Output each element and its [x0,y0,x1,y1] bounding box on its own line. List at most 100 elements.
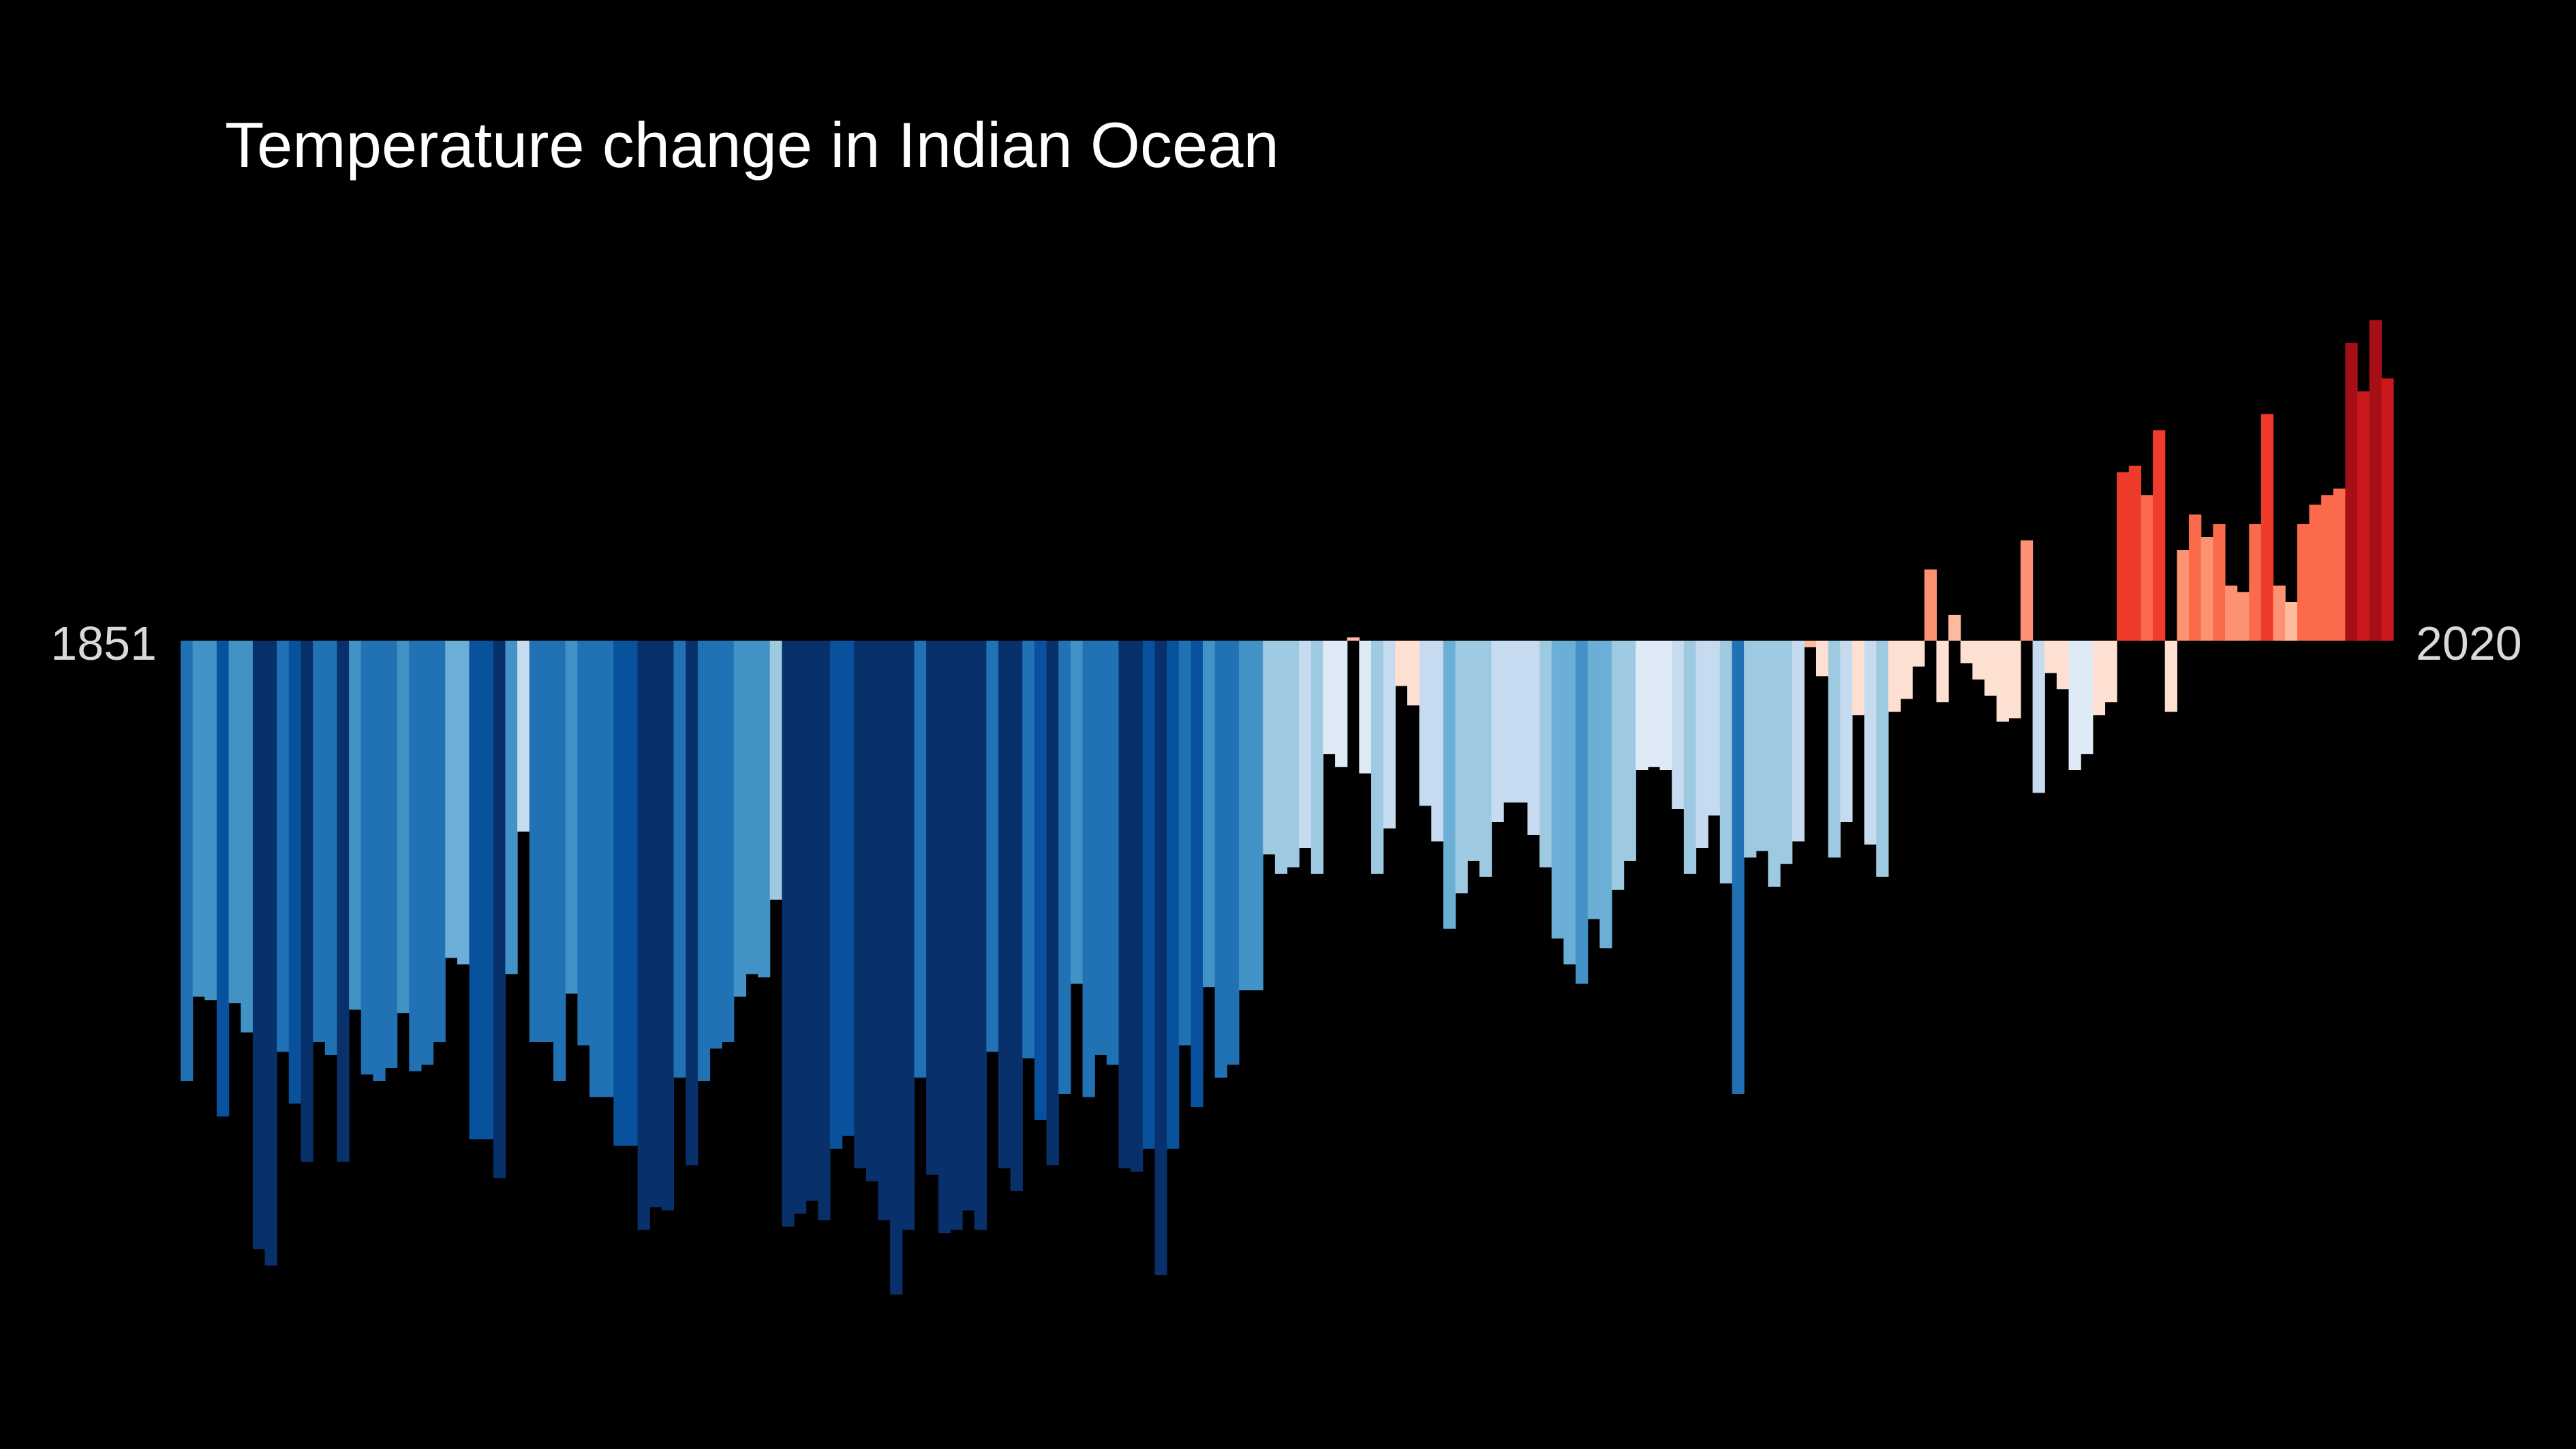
bar-1938 [1227,641,1240,1065]
end-year-label: 2020 [2416,617,2522,670]
bar-1918 [986,641,999,1052]
bar-2032 [2357,391,2370,641]
bar-2003 [2008,641,2021,718]
bar-1965 [1551,641,1564,939]
bar-1861 [301,641,313,1162]
bar-1932 [1154,641,1167,1275]
bar-2033 [2369,320,2382,641]
bar-2016 [2164,641,2177,712]
bar-1981 [1744,641,1757,858]
bar-2009 [2081,641,2094,754]
bar-1908 [865,641,879,1182]
bar-1933 [1167,641,1180,1149]
bar-1860 [288,641,302,1104]
bar-1875 [469,641,482,1140]
bar-1972 [1636,641,1649,770]
bar-1873 [445,641,458,958]
bar-1964 [1539,641,1552,868]
bar-2017 [2177,550,2190,641]
bar-1935 [1191,641,1203,1107]
bar-1945 [1310,641,1324,874]
bar-1992 [1876,641,1889,877]
bar-1948 [1347,637,1360,641]
bar-1966 [1563,641,1576,964]
bar-1970 [1611,641,1625,890]
bar-2024 [2260,414,2274,641]
bar-1921 [1022,641,1035,1058]
chart-title: Temperature change in Indian Ocean [225,109,1279,181]
bar-1976 [1683,641,1697,874]
bar-1909 [878,641,891,1221]
bar-1988 [1828,641,1841,858]
bar-1870 [409,641,422,1071]
bar-1892 [673,641,686,1078]
bar-2007 [2056,641,2070,690]
bar-1865 [349,641,362,1010]
bar-1980 [1732,641,1745,1094]
bar-2014 [2141,495,2153,641]
bar-2002 [1996,641,2009,722]
bar-1944 [1299,641,1312,848]
bar-1943 [1287,641,1300,868]
bar-1960 [1491,641,1504,822]
bar-1876 [481,641,494,1140]
bar-1899 [758,641,771,977]
bar-1999 [1960,641,1973,664]
bar-1937 [1214,641,1227,1078]
bar-1953 [1407,641,1420,705]
bars-group [181,320,2394,1295]
bar-1954 [1419,641,1432,806]
bar-1997 [1936,641,1949,703]
bar-2012 [2117,472,2130,641]
bar-1956 [1443,641,1456,929]
bar-2026 [2285,602,2298,641]
bar-1968 [1587,641,1600,919]
bar-1902 [793,641,807,1214]
bar-1940 [1251,641,1263,990]
bar-2022 [2237,592,2250,641]
bar-1922 [1034,641,1047,1120]
bar-2004 [2020,540,2034,641]
bar-1868 [384,641,398,1068]
bar-2028 [2309,504,2322,641]
bar-1883 [565,641,578,994]
bar-2015 [2153,430,2166,641]
bar-1901 [782,641,795,1227]
bar-1864 [337,641,350,1162]
bar-1993 [1888,641,1901,712]
bar-1852 [192,641,205,997]
bar-2025 [2273,585,2286,641]
bar-1897 [733,641,746,997]
bar-1973 [1647,641,1661,767]
bar-1879 [517,641,530,832]
bar-1904 [818,641,831,1221]
bar-1913 [926,641,939,1175]
bar-2021 [2224,585,2238,641]
bar-1907 [854,641,867,1169]
bar-1896 [722,641,735,1042]
bar-1911 [902,641,915,1230]
bar-1889 [637,641,650,1230]
bar-1951 [1383,641,1396,829]
bar-1942 [1274,641,1288,874]
bar-1891 [661,641,675,1210]
bar-1923 [1046,641,1059,1165]
bar-1877 [493,641,506,1178]
bar-1928 [1106,641,1120,1065]
bar-1927 [1094,641,1107,1055]
bar-1994 [1900,641,1913,699]
bar-2029 [2321,495,2334,641]
bar-1934 [1178,641,1191,1046]
bar-1926 [1082,641,1095,1097]
bar-1916 [962,641,975,1210]
bar-1900 [769,641,782,900]
bar-1985 [1792,641,1805,842]
bar-2019 [2201,537,2213,641]
bar-1886 [601,641,614,1097]
bar-1946 [1323,641,1336,754]
bar-2018 [2189,514,2202,641]
bar-2001 [1984,641,1997,696]
bar-2008 [2068,641,2081,770]
